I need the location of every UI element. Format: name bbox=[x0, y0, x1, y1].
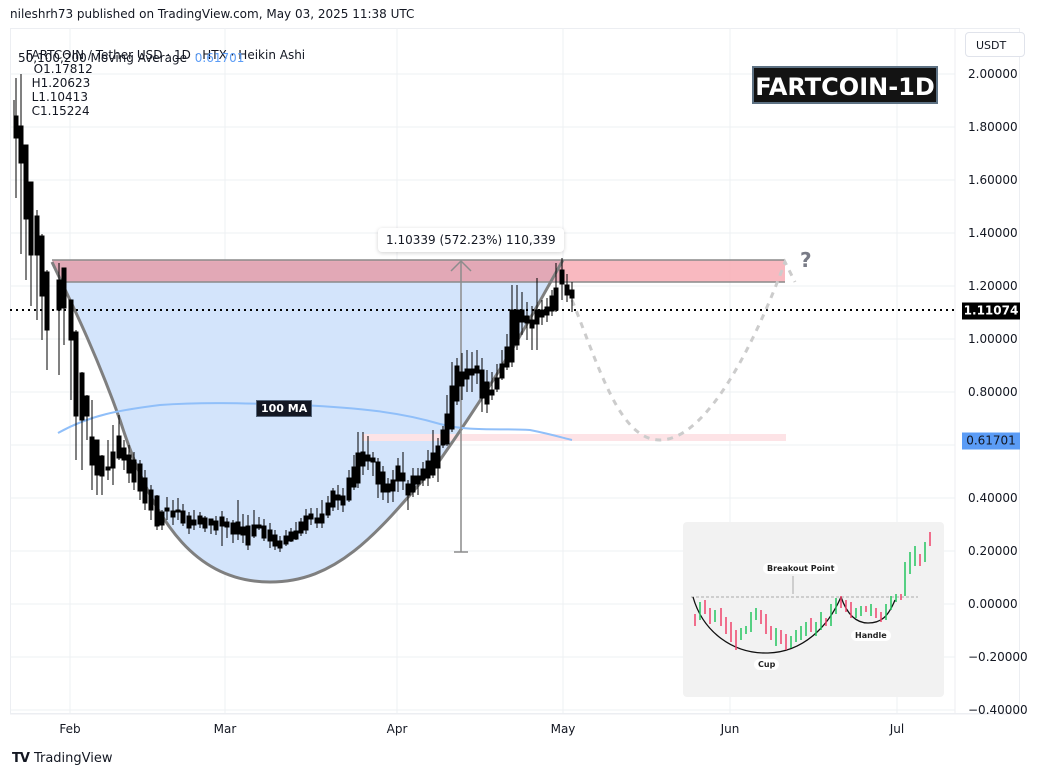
inset-cup-label: Cup bbox=[754, 659, 780, 670]
y-tick: 2.00000 bbox=[968, 67, 1018, 81]
last-price-tag: 1.11074 bbox=[962, 302, 1020, 320]
published-byline: nileshrh73 published on TradingView.com,… bbox=[10, 7, 415, 21]
y-tick: 1.80000 bbox=[968, 120, 1018, 134]
inset-breakout-label: Breakout Point bbox=[763, 563, 839, 574]
x-tick: Feb bbox=[59, 722, 81, 736]
ohlc-close: C1.15224 bbox=[31, 104, 90, 118]
y-tick: 1.40000 bbox=[968, 226, 1018, 240]
inset-illustration bbox=[691, 532, 931, 654]
y-tick: 0.40000 bbox=[968, 491, 1018, 505]
inset-handle-label: Handle bbox=[851, 630, 891, 641]
y-tick: −0.20000 bbox=[968, 650, 1028, 664]
y-tick: 0.80000 bbox=[968, 385, 1018, 399]
indicator-value: 0.61701 bbox=[194, 51, 245, 65]
x-tick: Mar bbox=[213, 722, 237, 736]
x-tick: Apr bbox=[386, 722, 408, 736]
candlesticks bbox=[13, 74, 575, 552]
symbol-legend[interactable]: FARTCOIN / Tether USD · 1D · HTX · Heiki… bbox=[18, 34, 306, 118]
tradingview-branding[interactable]: TV TradingView bbox=[12, 751, 112, 766]
ma-price-tag: 0.61701 bbox=[962, 432, 1020, 450]
measure-label: 1.10339 (572.23%) 110,339 bbox=[378, 228, 564, 252]
indicator-name: 50,100,200 Moving Average bbox=[18, 51, 187, 65]
y-tick: 0.20000 bbox=[968, 544, 1018, 558]
symbol-info: FARTCOIN / Tether USD · 1D · HTX · Heiki… bbox=[25, 48, 306, 62]
y-tick: 1.00000 bbox=[968, 332, 1018, 346]
x-tick: Jun bbox=[720, 722, 740, 736]
indicator-legend[interactable]: 50,100,200 Moving Average 0.61701 bbox=[18, 51, 244, 65]
y-tick: −0.40000 bbox=[968, 703, 1028, 717]
x-tick: Jul bbox=[889, 722, 905, 736]
projected-handle-path bbox=[570, 258, 797, 442]
ohlc-open: O1.17812 bbox=[33, 62, 93, 76]
ma-label: 100 MA bbox=[256, 400, 313, 417]
x-tick: May bbox=[550, 722, 576, 736]
cup-outline[interactable] bbox=[50, 259, 565, 584]
y-tick: 0.00000 bbox=[968, 597, 1018, 611]
ohlc-low: L1.10413 bbox=[31, 90, 88, 104]
question-mark: ? bbox=[800, 248, 812, 272]
currency-button[interactable]: USDT bbox=[965, 32, 1025, 57]
ma-100-line[interactable] bbox=[57, 402, 573, 441]
ohlc-high: H1.20623 bbox=[31, 76, 91, 90]
chart-title-badge: FARTCOIN-1D bbox=[752, 66, 938, 104]
y-tick: 1.60000 bbox=[968, 173, 1018, 187]
resistance-zone-overlap bbox=[52, 260, 563, 282]
tradingview-logo-icon: TV bbox=[12, 751, 30, 766]
tradingview-wordmark: TradingView bbox=[33, 751, 113, 766]
cup-and-handle-inset: Breakout Point Cup Handle bbox=[683, 522, 944, 697]
support-zone[interactable] bbox=[362, 434, 786, 441]
y-tick: 1.20000 bbox=[968, 279, 1018, 293]
cup-pattern-fill bbox=[52, 262, 563, 582]
